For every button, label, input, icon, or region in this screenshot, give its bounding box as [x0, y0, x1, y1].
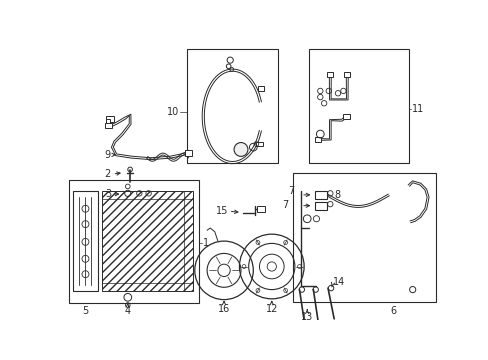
Bar — [102, 191, 193, 291]
Text: 1: 1 — [202, 238, 208, 248]
Bar — [344, 72, 349, 77]
Text: 16: 16 — [218, 304, 230, 314]
Text: 2: 2 — [104, 169, 111, 179]
Text: 3: 3 — [105, 189, 111, 199]
Text: 11: 11 — [411, 104, 423, 114]
Text: 4: 4 — [124, 306, 131, 316]
Text: 13: 13 — [301, 311, 313, 321]
Text: 7: 7 — [288, 186, 294, 196]
Bar — [187, 49, 277, 163]
Text: 8: 8 — [333, 190, 340, 200]
Bar — [293, 172, 435, 302]
Bar — [314, 202, 326, 210]
Bar — [256, 142, 262, 147]
Bar — [257, 206, 264, 212]
Bar — [257, 86, 264, 91]
Bar — [106, 120, 110, 122]
Circle shape — [234, 143, 247, 156]
Text: 6: 6 — [389, 306, 396, 316]
Bar — [73, 191, 98, 291]
Bar — [314, 191, 326, 199]
Text: 7: 7 — [281, 200, 287, 210]
Text: 15: 15 — [215, 206, 227, 216]
Text: 9: 9 — [104, 150, 111, 160]
Bar — [308, 49, 408, 163]
Bar — [184, 150, 191, 156]
Text: 14: 14 — [333, 277, 345, 287]
Text: 10: 10 — [167, 108, 179, 117]
Bar — [106, 116, 114, 122]
Bar — [68, 180, 199, 303]
Bar — [314, 137, 321, 142]
Text: 5: 5 — [82, 306, 88, 316]
Bar — [343, 114, 349, 119]
Text: 12: 12 — [265, 304, 277, 314]
Bar — [104, 122, 111, 128]
Bar — [326, 72, 333, 77]
